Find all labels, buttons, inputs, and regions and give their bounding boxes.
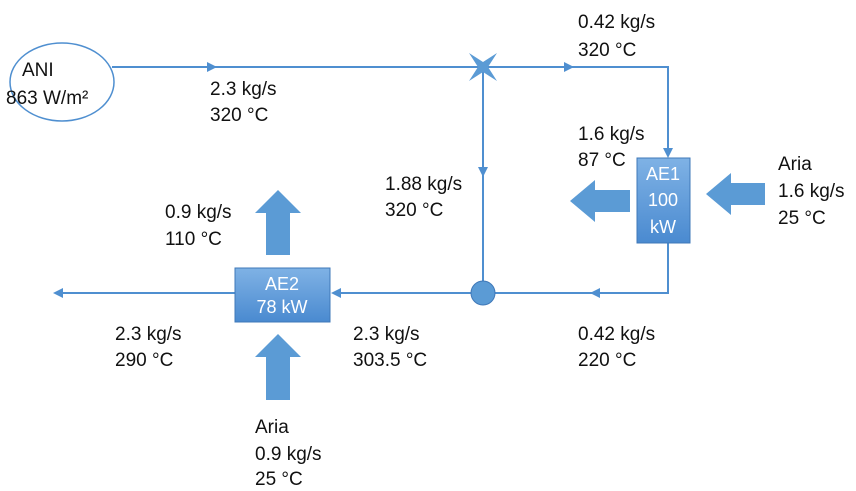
air-label: Aria bbox=[778, 154, 812, 175]
air-in-arrow bbox=[706, 173, 765, 215]
exchanger-power: 78 kW bbox=[256, 297, 307, 317]
stream-flow: 0.42 kg/s bbox=[578, 324, 655, 345]
stream-temp: 320 °C bbox=[385, 200, 443, 221]
air-temp: 25 °C bbox=[778, 208, 826, 229]
source-label: ANI bbox=[22, 60, 54, 81]
source-irradiance: 863 W/m² bbox=[6, 88, 88, 109]
stream-flow: 2.3 kg/s bbox=[210, 79, 277, 100]
splitter bbox=[469, 53, 497, 81]
stream-temp: 290 °C bbox=[115, 350, 173, 371]
heat-out-arrow bbox=[255, 190, 301, 255]
exchanger-name: AE2 bbox=[265, 274, 299, 294]
stream-temp: 220 °C bbox=[578, 350, 636, 371]
stream-temp: 320 °C bbox=[578, 40, 636, 61]
air-temp: 25 °C bbox=[255, 469, 303, 490]
exchanger-box bbox=[636, 157, 691, 244]
mixer bbox=[470, 280, 496, 306]
heat-out-arrow bbox=[570, 180, 630, 222]
stream-labels: 2.3 kg/s 320 °C 0.42 kg/s 320 °C 1.6 kg/… bbox=[115, 12, 655, 371]
stream-flow: 2.3 kg/s bbox=[115, 324, 182, 345]
stream-flow: 0.42 kg/s bbox=[578, 12, 655, 33]
stream-flow: 1.6 kg/s bbox=[578, 124, 645, 145]
stream-flow: 1.88 kg/s bbox=[385, 174, 462, 195]
air-flow: 1.6 kg/s bbox=[778, 181, 845, 202]
exchanger-name: AE1 bbox=[646, 164, 680, 184]
stream-temp: 303.5 °C bbox=[353, 350, 427, 371]
stream-flow: 2.3 kg/s bbox=[353, 324, 420, 345]
exchanger-power: 100 bbox=[648, 190, 678, 210]
air-label: Aria bbox=[255, 417, 289, 438]
stream-temp: 87 °C bbox=[578, 150, 626, 171]
air-labels: Aria 1.6 kg/s 25 °C Aria 0.9 kg/s 25 °C bbox=[255, 154, 845, 490]
stream-flow: 0.9 kg/s bbox=[165, 202, 232, 223]
exchanger-power: kW bbox=[650, 217, 676, 237]
stream-temp: 110 °C bbox=[165, 229, 222, 250]
air-flow: 0.9 kg/s bbox=[255, 444, 322, 465]
exchanger-box bbox=[234, 267, 331, 323]
source-node bbox=[9, 42, 115, 122]
air-in-arrow bbox=[255, 334, 301, 400]
pipes bbox=[53, 62, 673, 298]
stream-temp: 320 °C bbox=[210, 105, 268, 126]
